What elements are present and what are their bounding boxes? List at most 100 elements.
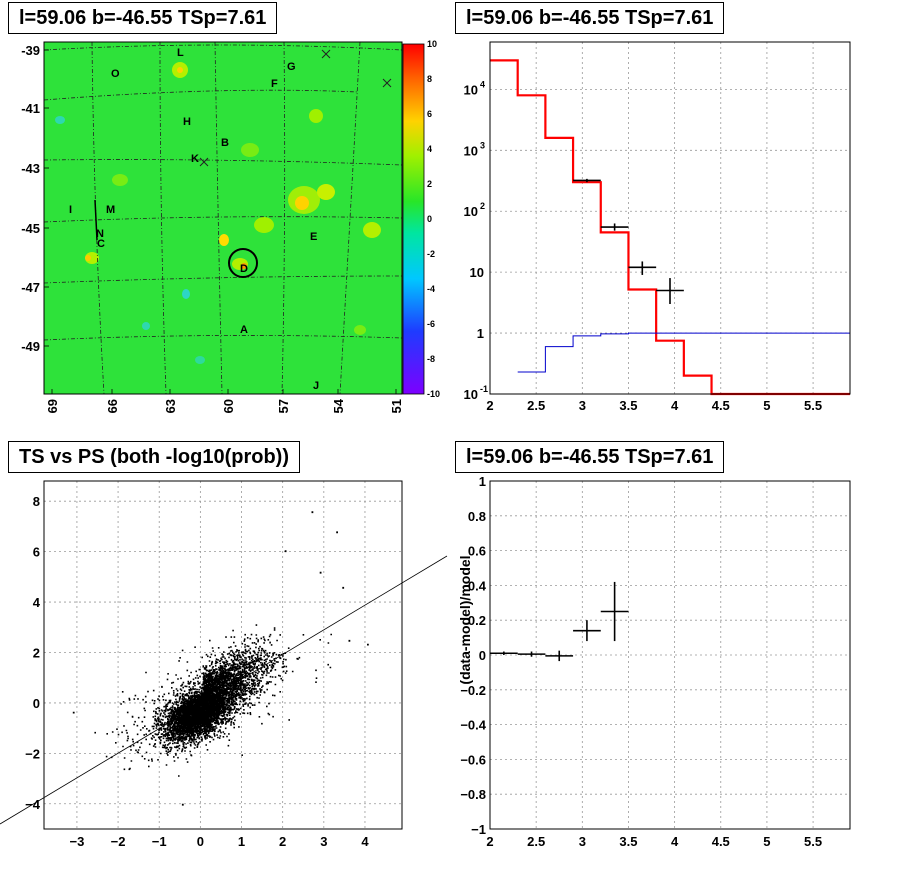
source-label: N: [96, 228, 104, 240]
hotspot: [112, 174, 128, 186]
residual-tick-labels: 2 2.5 3 3.5 4 4.5 5 5.5 1 0.8 0.6 0.4 0.2 0 −0.2 −0.4 −0…: [460, 474, 822, 849]
x-tick-label: 4.5: [712, 834, 730, 849]
residual-points: [490, 581, 629, 662]
colorbar-frame: [402, 43, 425, 395]
target-circle: [228, 248, 258, 278]
source-label: M: [106, 204, 115, 216]
y-tick-label: 0.4: [468, 578, 487, 593]
source-label: O: [111, 68, 120, 80]
residual-panel: 2 2.5 3 3.5 4 4.5 5 5.5 1 0.8 0.6 0.4 0.2 0 −0.2 −0.4 −0…: [457, 474, 851, 849]
x-tick-label: 4: [671, 398, 679, 413]
y-tick-label: 6: [33, 545, 40, 560]
colorbar-tick-label: -2: [427, 249, 435, 259]
hotspot: [363, 222, 381, 238]
y-tick-label-exponent: 4: [480, 79, 485, 89]
hotspot: [254, 217, 274, 233]
y-tick-label: 0.2: [468, 613, 486, 628]
source-label: F: [271, 78, 278, 90]
hotspot: [219, 234, 229, 246]
coldspot: [55, 116, 65, 124]
reference-line: [0, 555, 448, 825]
colorbar-tick-label: -4: [427, 284, 435, 294]
source-label: K: [191, 153, 199, 165]
spectrum-frame: [489, 41, 851, 395]
x-tick-label: 0: [197, 834, 204, 849]
y-tick-label: -43: [21, 161, 40, 176]
hotspot: [85, 255, 91, 261]
source-label: A: [240, 324, 248, 336]
hotspot: [309, 109, 323, 123]
hotspot: [85, 252, 99, 264]
y-tick-label: 1: [477, 326, 484, 341]
x-tick-label: 2: [486, 834, 493, 849]
y-tick-label: 0: [479, 648, 486, 663]
y-tick-label-base: 10: [464, 82, 478, 97]
source-label: E: [310, 231, 317, 243]
map-background: [44, 42, 402, 394]
y-tick-label: 8: [33, 494, 40, 509]
cross-marker: [382, 78, 392, 88]
x-tick-label: 57: [276, 399, 291, 413]
source-label: H: [183, 116, 191, 128]
scatter-point-cloud: [72, 511, 369, 806]
map-title: l=59.06 b=-46.55 TSp=7.61: [8, 2, 278, 34]
source-label: D: [240, 263, 248, 275]
map-panel: L O G F H B K I M N C E D A J 69 66 63 60 57…: [21, 39, 440, 413]
source-label: J: [313, 380, 319, 392]
source-label: B: [221, 137, 229, 149]
y-tick-label: −2: [25, 746, 40, 761]
hotspot: [241, 143, 259, 157]
y-tick-label-exponent: 3: [480, 140, 485, 150]
hotspot: [354, 325, 366, 335]
y-tick-label: −0.8: [460, 787, 486, 802]
x-tick-label: 3: [579, 834, 586, 849]
y-tick-label: 0.8: [468, 509, 486, 524]
x-tick-label: 4: [361, 834, 369, 849]
y-tick-label-base: 10: [464, 204, 478, 219]
colorbar-tick-label: 6: [427, 109, 432, 119]
x-tick-label: −3: [70, 834, 85, 849]
hotspot: [317, 184, 335, 200]
coldspot: [182, 289, 190, 299]
residual-title: l=59.06 b=-46.55 TSp=7.61: [455, 441, 725, 473]
coldspot: [142, 322, 150, 330]
residual-frame: [489, 480, 851, 830]
x-tick-label: 3: [579, 398, 586, 413]
x-tick-label: 3.5: [619, 834, 637, 849]
y-tick-label: 1: [479, 474, 486, 489]
x-tick-label: −1: [152, 834, 167, 849]
colorbar-tick-label: 0: [427, 214, 432, 224]
x-tick-label: 66: [105, 399, 120, 413]
hotspot: [295, 196, 309, 210]
map-detail-line: [94, 199, 98, 241]
x-tick-label: 51: [389, 399, 404, 413]
scatter-title: TS vs PS (both -log10(prob)): [8, 441, 300, 473]
y-tick-label: -47: [21, 280, 40, 295]
y-tick-label: -45: [21, 221, 40, 236]
scatter-frame: [43, 480, 403, 830]
x-tick-label: 2.5: [527, 834, 545, 849]
x-tick-label: 3.5: [619, 398, 637, 413]
x-tick-label: 4.5: [712, 398, 730, 413]
y-tick-label: -39: [21, 43, 40, 58]
x-tick-label: 2.5: [527, 398, 545, 413]
x-tick-label: 4: [671, 834, 679, 849]
scatter-grid: [44, 481, 402, 829]
y-tick-label: 0.6: [468, 544, 486, 559]
scatter-tick-labels: −3 −2 −1 0 1 2 3 4 −4 −2 0 2 4 6 8: [25, 494, 369, 849]
cross-marker: [199, 157, 209, 167]
y-tick-label-base: 10: [464, 143, 478, 158]
x-tick-label: −2: [111, 834, 126, 849]
x-tick-label: 69: [45, 399, 60, 413]
spectrum-series: [490, 59, 850, 396]
x-tick-label: 5.5: [804, 834, 822, 849]
x-tick-label: 5: [763, 834, 770, 849]
y-tick-label: -41: [21, 101, 40, 116]
cross-markers: [199, 49, 392, 167]
y-tick-label: 2: [33, 645, 40, 660]
source-label: L: [177, 47, 184, 59]
y-tick-label-base: 10: [464, 387, 478, 402]
colorbar-tick-label: -10: [427, 389, 440, 399]
